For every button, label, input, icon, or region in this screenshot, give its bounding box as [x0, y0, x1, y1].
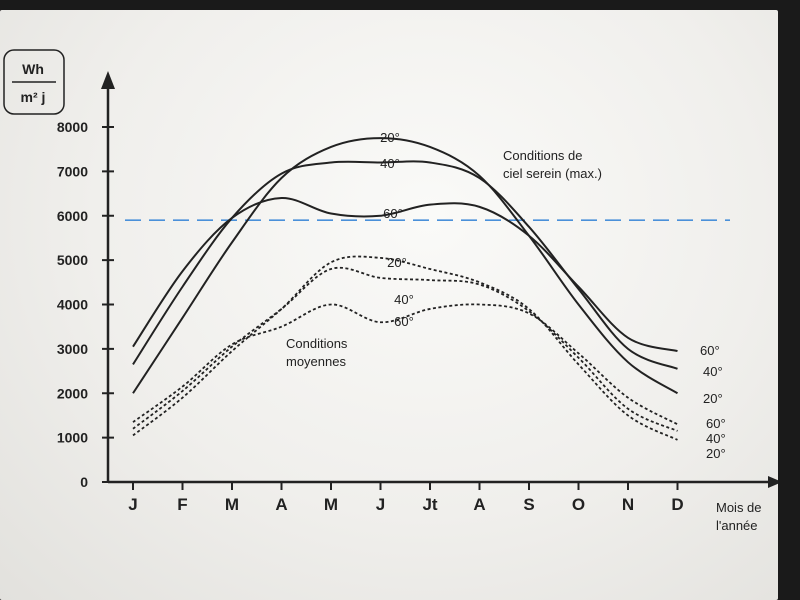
curve-end-label: 60°: [700, 343, 720, 358]
x-tick-label: F: [177, 495, 187, 514]
y-tick-label: 2000: [57, 385, 88, 401]
x-axis-label-line2: l'année: [716, 518, 758, 533]
curve-peak-label: 20°: [380, 130, 400, 145]
series-line-moyennes-60: [132, 303, 678, 426]
x-tick-label: M: [324, 495, 338, 514]
x-tick-label: Jt: [422, 495, 437, 514]
x-axis-label-line1: Mois de: [716, 500, 762, 515]
annotation-moyennes-line1: Conditions: [286, 336, 348, 351]
curve-peak-label: 60°: [383, 206, 403, 221]
series-line-max-60: [132, 196, 678, 353]
y-axis-arrow: [101, 71, 115, 89]
y-axis-label-denominator: m² j: [21, 89, 46, 105]
axes: 0 1000 2000 3000 4000 5000 6000 7000 8000 J F M A M J J…: [3, 49, 778, 533]
x-tick-label: N: [622, 495, 634, 514]
annotation-serein-line2: ciel serein (max.): [503, 166, 602, 181]
slide-paper: 0 1000 2000 3000 4000 5000 6000 7000 8000 J F M A M J J…: [0, 10, 778, 600]
y-tick-label: 4000: [57, 297, 88, 313]
annotation-serein-line1: Conditions de: [503, 148, 583, 163]
y-tick-label: 6000: [57, 208, 88, 224]
x-tick-label: O: [572, 495, 585, 514]
x-tick-label: M: [225, 495, 239, 514]
x-tick-label: S: [523, 495, 534, 514]
x-tick-label: J: [128, 495, 137, 514]
series-line-moyennes-40: [132, 266, 678, 432]
curve-peak-label: 40°: [394, 292, 414, 307]
curve-end-label: 60°: [706, 416, 726, 431]
y-tick-label: 5000: [57, 252, 88, 268]
curve-end-label: 40°: [706, 431, 726, 446]
curve-end-label: 20°: [703, 391, 723, 406]
y-axis-label-numerator: Wh: [22, 61, 44, 77]
x-tick-label: D: [671, 495, 683, 514]
curve-peak-label: 60°: [394, 314, 414, 329]
y-tick-label: 0: [80, 474, 88, 490]
x-tick-label: A: [275, 495, 287, 514]
series-line-max-20: [132, 137, 679, 395]
y-tick-label: 3000: [57, 341, 88, 357]
y-tick-label: 8000: [57, 119, 88, 135]
irradiation-chart: 0 1000 2000 3000 4000 5000 6000 7000 8000 J F M A M J J…: [3, 49, 778, 533]
y-unit-box: [3, 49, 65, 115]
labels-group: 20°20°40°40°60°60°20°20°40°40°60°60°Cond…: [286, 130, 726, 461]
x-tick-label: A: [473, 495, 485, 514]
annotation-moyennes-line2: moyennes: [286, 354, 346, 369]
curve-peak-label: 40°: [380, 156, 400, 171]
x-axis-arrow: [768, 476, 778, 488]
series-group: [132, 137, 679, 441]
series-line-moyennes-20: [132, 255, 678, 441]
y-tick-label: 1000: [57, 430, 88, 446]
curve-end-label: 40°: [703, 364, 723, 379]
series-line-max-40: [132, 160, 678, 370]
curve-peak-label: 20°: [387, 255, 407, 270]
y-tick-label: 7000: [57, 163, 88, 179]
x-tick-label: J: [376, 495, 385, 514]
curve-end-label: 20°: [706, 446, 726, 461]
